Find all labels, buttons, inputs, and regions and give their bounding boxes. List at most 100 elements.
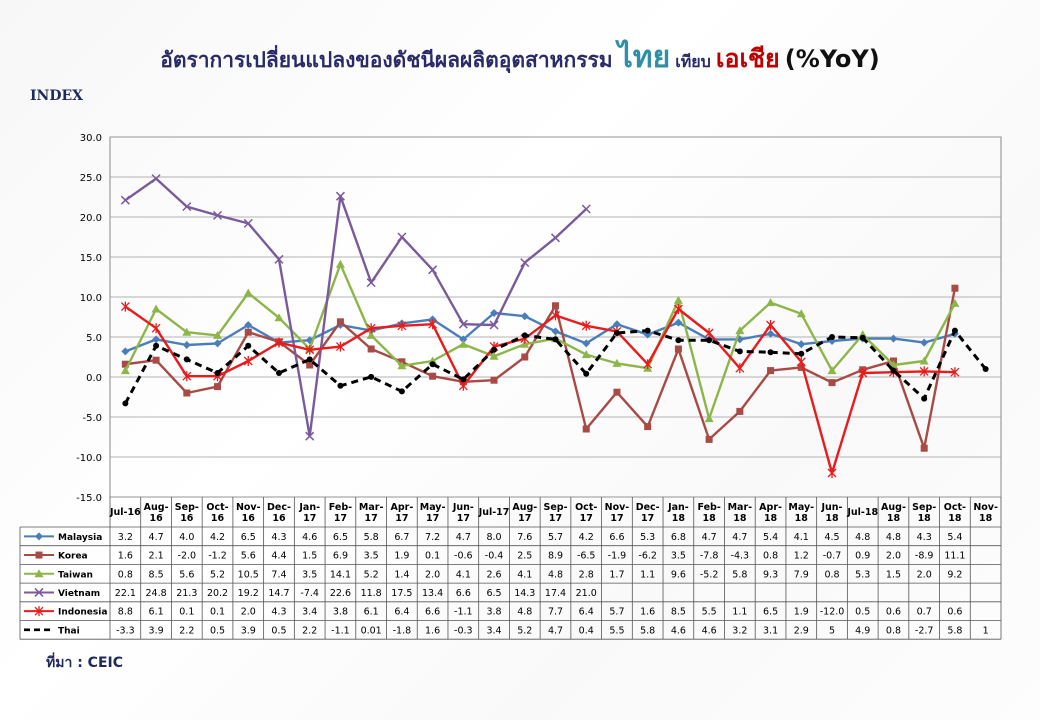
legend-key	[24, 532, 54, 541]
series-korea	[121, 284, 959, 452]
data-label: 8.0	[486, 532, 501, 543]
data-label: 6.5	[486, 588, 501, 599]
data-label: 6.8	[671, 532, 686, 543]
data-point	[243, 356, 253, 366]
data-point	[521, 332, 528, 339]
series-indonesia	[120, 301, 960, 478]
data-label: 4.1	[517, 569, 532, 580]
data-label: 5.5	[609, 625, 624, 636]
data-point	[489, 351, 499, 360]
data-label: 5.2	[210, 569, 225, 580]
data-label: -7.8	[700, 551, 719, 562]
data-label: 4.3	[271, 532, 286, 543]
data-label: 2.0	[241, 607, 256, 618]
data-label: 6.6	[425, 607, 440, 618]
data-label: 3.5	[364, 551, 379, 562]
data-point	[120, 366, 130, 375]
data-label: -0.4	[485, 551, 504, 562]
data-label: 0.7	[917, 607, 932, 618]
y-axis-label: INDEX	[30, 88, 84, 104]
data-point	[889, 334, 898, 343]
data-point	[366, 330, 376, 339]
x-tick-label: Oct-17	[575, 502, 597, 524]
data-point	[521, 353, 529, 361]
data-point	[275, 370, 282, 376]
data-label: 8.5	[149, 569, 164, 580]
data-label: 0.1	[425, 551, 440, 562]
data-point	[214, 383, 222, 391]
data-point	[428, 265, 438, 275]
data-point	[460, 376, 467, 383]
data-label: -0.6	[454, 551, 473, 562]
data-point	[919, 356, 929, 365]
data-label: 1.2	[794, 551, 809, 562]
data-label: -0.7	[823, 551, 842, 562]
data-label: 6.9	[333, 551, 348, 562]
data-point	[890, 367, 897, 374]
data-point	[581, 204, 591, 214]
data-label: -0.3	[454, 625, 473, 636]
data-point	[644, 423, 652, 431]
data-point	[950, 367, 960, 378]
x-tick-label: Oct-16	[206, 502, 228, 524]
data-point	[736, 348, 743, 355]
x-tick-label: Jun-17	[452, 502, 474, 524]
data-label: 4.0	[179, 532, 194, 543]
data-point	[552, 302, 559, 310]
data-point	[368, 373, 375, 380]
data-point	[796, 309, 806, 318]
data-point	[34, 587, 44, 597]
data-label: 4.4	[271, 551, 286, 562]
data-point	[673, 295, 683, 304]
data-label: 1.9	[394, 551, 409, 562]
series-line	[124, 263, 956, 420]
data-point	[951, 327, 958, 334]
data-point	[982, 366, 989, 372]
data-point	[951, 284, 959, 292]
data-label: 9.3	[763, 569, 778, 580]
x-tick-label: Nov-16	[236, 502, 261, 524]
data-point	[950, 298, 960, 307]
legend-label: Malaysia	[58, 533, 102, 543]
data-label: 4.6	[671, 625, 686, 636]
data-point	[366, 278, 376, 288]
data-point	[796, 356, 806, 367]
data-point	[736, 407, 744, 415]
data-point	[336, 318, 344, 326]
data-point	[335, 259, 345, 268]
data-point	[122, 400, 129, 407]
data-label: -1.1	[331, 625, 350, 636]
data-label: 4.6	[702, 625, 717, 636]
data-point	[704, 414, 714, 423]
data-point	[490, 309, 499, 317]
data-point	[858, 368, 868, 378]
data-label: 5.8	[947, 625, 962, 636]
x-tick-label: Jul-18	[846, 507, 878, 518]
data-point	[429, 372, 437, 380]
data-point	[274, 337, 284, 348]
legend-label: Indonesia	[58, 608, 107, 618]
data-label: 7.6	[517, 532, 532, 543]
data-label: 4.2	[210, 532, 225, 543]
data-label: 1.7	[609, 569, 624, 580]
data-label: -2.0	[178, 551, 197, 562]
data-point	[213, 210, 223, 220]
data-label: 24.8	[146, 588, 167, 599]
data-point	[397, 361, 407, 370]
data-label: 2.6	[486, 569, 501, 580]
data-point	[735, 326, 745, 335]
data-label: 1.6	[118, 551, 133, 562]
data-label: -1.8	[393, 625, 412, 636]
data-label: 3.9	[149, 625, 164, 636]
data-point	[798, 350, 805, 357]
legend-key	[24, 606, 54, 617]
x-tick-label: Mar-18	[728, 502, 753, 524]
data-label: 5.2	[517, 625, 532, 636]
x-tick-label: Sep-17	[543, 502, 567, 524]
y-axis-ticks: 30.0 25.0 20.0 15.0 10.0 5.0 0.0 -5.0 -10.0 -15.0	[76, 133, 102, 504]
data-point	[214, 370, 221, 376]
data-label: 4.7	[548, 625, 563, 636]
data-label: -6.2	[638, 551, 657, 562]
data-label: 22.1	[115, 588, 136, 599]
data-label: 3.9	[241, 625, 256, 636]
